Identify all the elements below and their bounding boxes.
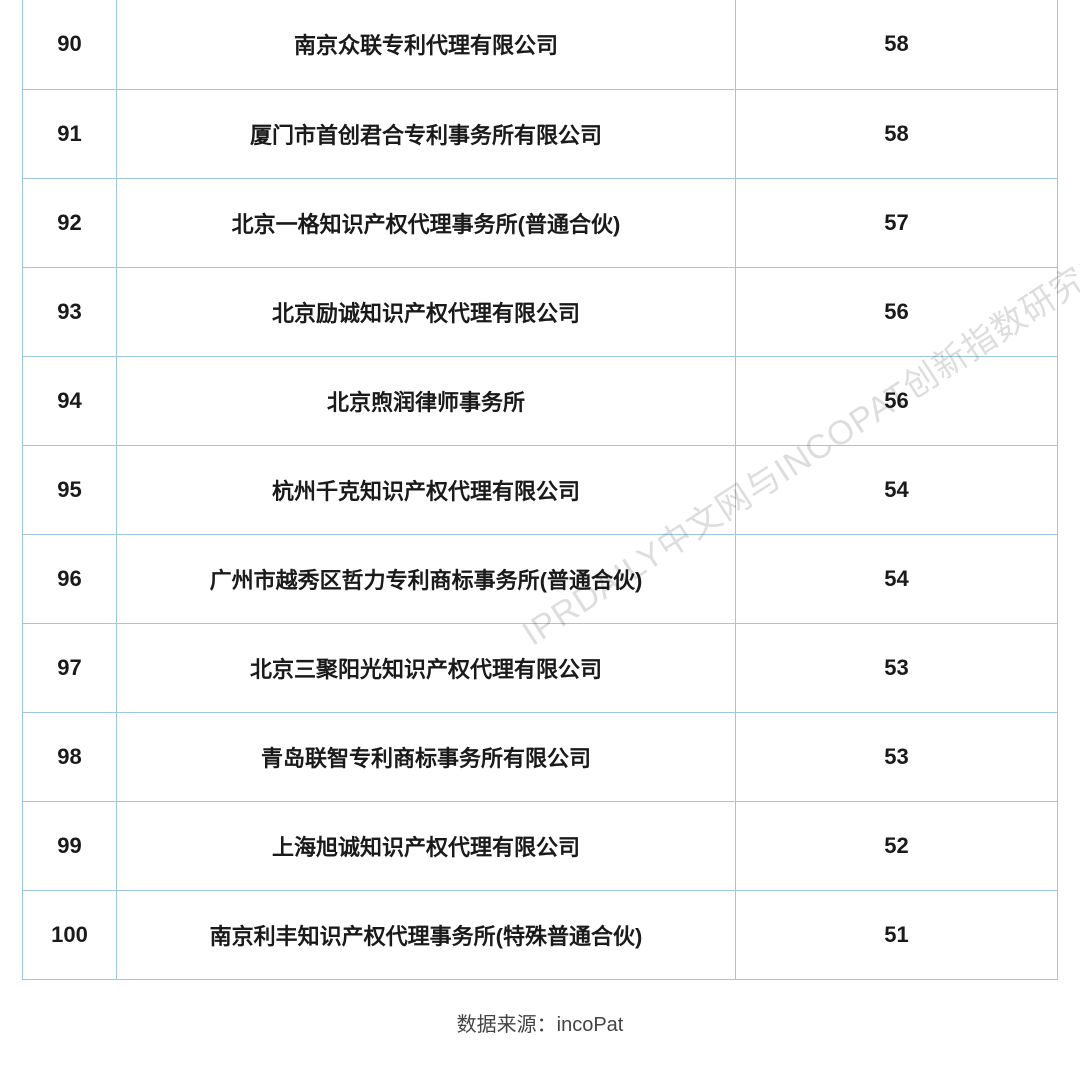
rank-cell: 90 — [23, 0, 117, 89]
name-cell: 北京一格知识产权代理事务所(普通合伙) — [117, 178, 736, 267]
value-cell: 56 — [736, 356, 1058, 445]
rank-cell: 93 — [23, 267, 117, 356]
name-cell: 上海旭诚知识产权代理有限公司 — [117, 801, 736, 890]
table-row: 100 南京利丰知识产权代理事务所(特殊普通合伙) 51 — [23, 890, 1058, 979]
ranking-table: 90 南京众联专利代理有限公司 58 91 厦门市首创君合专利事务所有限公司 5… — [22, 0, 1058, 980]
name-cell: 南京众联专利代理有限公司 — [117, 0, 736, 89]
table-row: 93 北京励诚知识产权代理有限公司 56 — [23, 267, 1058, 356]
value-cell: 58 — [736, 89, 1058, 178]
rank-cell: 96 — [23, 534, 117, 623]
rank-cell: 97 — [23, 623, 117, 712]
name-cell: 北京三聚阳光知识产权代理有限公司 — [117, 623, 736, 712]
ranking-table-body: 90 南京众联专利代理有限公司 58 91 厦门市首创君合专利事务所有限公司 5… — [23, 0, 1058, 979]
value-cell: 52 — [736, 801, 1058, 890]
table-row: 97 北京三聚阳光知识产权代理有限公司 53 — [23, 623, 1058, 712]
value-cell: 54 — [736, 445, 1058, 534]
name-cell: 广州市越秀区哲力专利商标事务所(普通合伙) — [117, 534, 736, 623]
value-cell: 53 — [736, 623, 1058, 712]
value-cell: 57 — [736, 178, 1058, 267]
rank-cell: 100 — [23, 890, 117, 979]
table-row: 92 北京一格知识产权代理事务所(普通合伙) 57 — [23, 178, 1058, 267]
rank-cell: 92 — [23, 178, 117, 267]
name-cell: 青岛联智专利商标事务所有限公司 — [117, 712, 736, 801]
rank-cell: 91 — [23, 89, 117, 178]
value-cell: 58 — [736, 0, 1058, 89]
rank-cell: 99 — [23, 801, 117, 890]
table-row: 94 北京煦润律师事务所 56 — [23, 356, 1058, 445]
value-cell: 54 — [736, 534, 1058, 623]
table-row: 99 上海旭诚知识产权代理有限公司 52 — [23, 801, 1058, 890]
name-cell: 南京利丰知识产权代理事务所(特殊普通合伙) — [117, 890, 736, 979]
value-cell: 51 — [736, 890, 1058, 979]
table-row: 95 杭州千克知识产权代理有限公司 54 — [23, 445, 1058, 534]
name-cell: 北京励诚知识产权代理有限公司 — [117, 267, 736, 356]
rank-cell: 98 — [23, 712, 117, 801]
ranking-table-container: IPRDAILY中文网与INCOPAT创新指数研究中心联合发布 90 南京众联专… — [0, 0, 1080, 980]
source-label: 数据来源：incoPat — [0, 1008, 1080, 1037]
value-cell: 56 — [736, 267, 1058, 356]
value-cell: 53 — [736, 712, 1058, 801]
table-row: 90 南京众联专利代理有限公司 58 — [23, 0, 1058, 89]
table-row: 98 青岛联智专利商标事务所有限公司 53 — [23, 712, 1058, 801]
name-cell: 北京煦润律师事务所 — [117, 356, 736, 445]
table-row: 96 广州市越秀区哲力专利商标事务所(普通合伙) 54 — [23, 534, 1058, 623]
name-cell: 厦门市首创君合专利事务所有限公司 — [117, 89, 736, 178]
name-cell: 杭州千克知识产权代理有限公司 — [117, 445, 736, 534]
table-row: 91 厦门市首创君合专利事务所有限公司 58 — [23, 89, 1058, 178]
rank-cell: 94 — [23, 356, 117, 445]
rank-cell: 95 — [23, 445, 117, 534]
